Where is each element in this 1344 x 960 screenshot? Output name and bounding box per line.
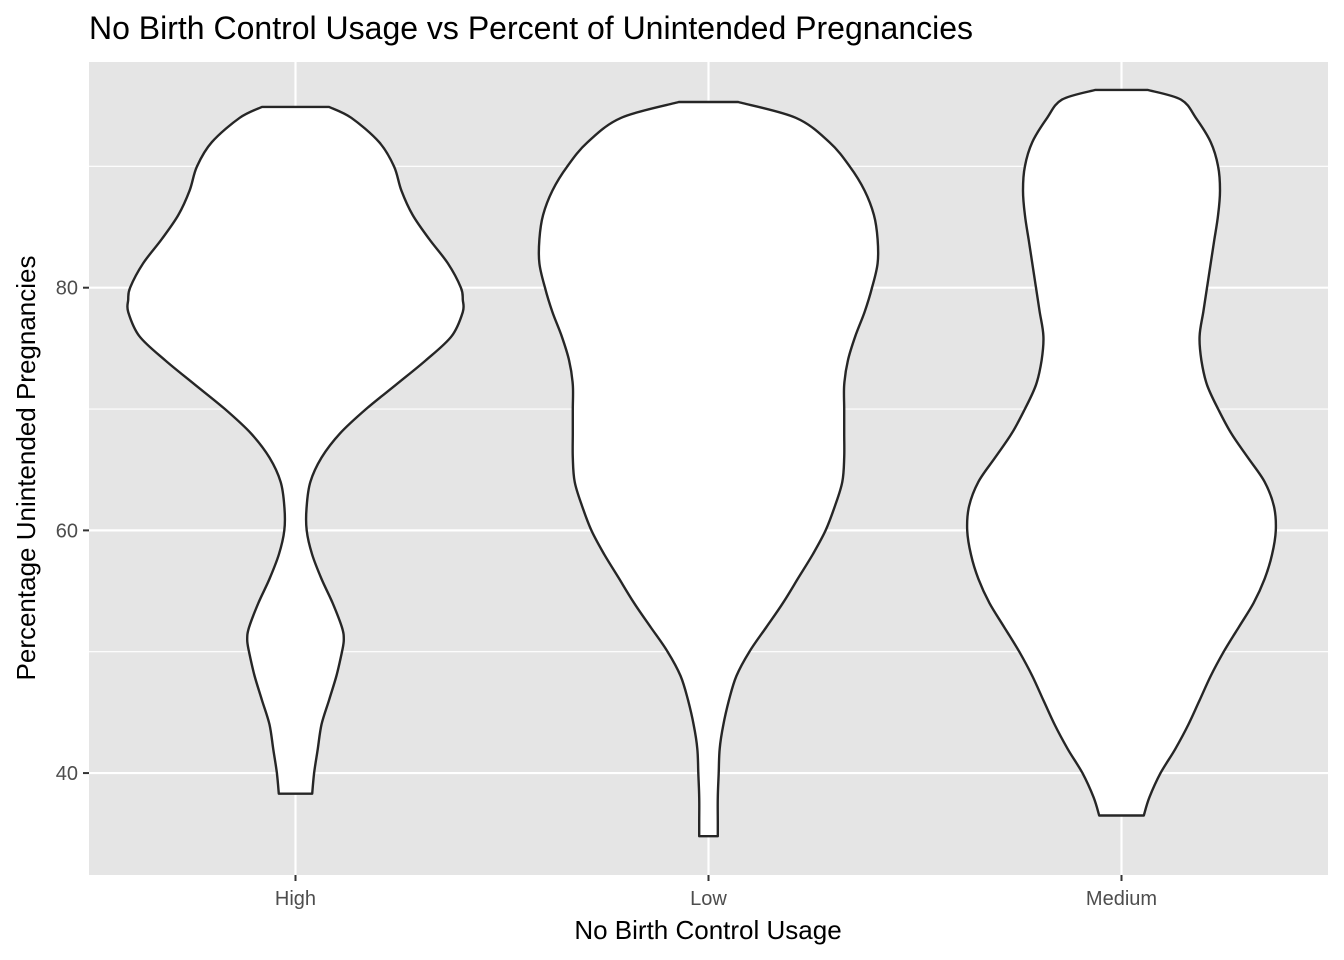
violins [126,88,1278,838]
x-tick-label: High [275,888,316,910]
x-tick-label: Low [690,888,727,910]
violin-high [126,105,465,795]
axes: 40 60 80 High Low Medium [56,278,1157,910]
violin-medium [965,88,1278,817]
x-tick-label: Medium [1086,888,1157,910]
y-tick-label: 40 [56,763,78,785]
y-tick-label: 80 [56,278,78,300]
chart-title: No Birth Control Usage vs Percent of Uni… [89,10,973,46]
y-tick-label: 60 [56,520,78,542]
violin-low [537,100,880,838]
x-axis-title: No Birth Control Usage [574,915,841,945]
y-axis-title: Percentage Unintended Pregnancies [11,256,41,681]
